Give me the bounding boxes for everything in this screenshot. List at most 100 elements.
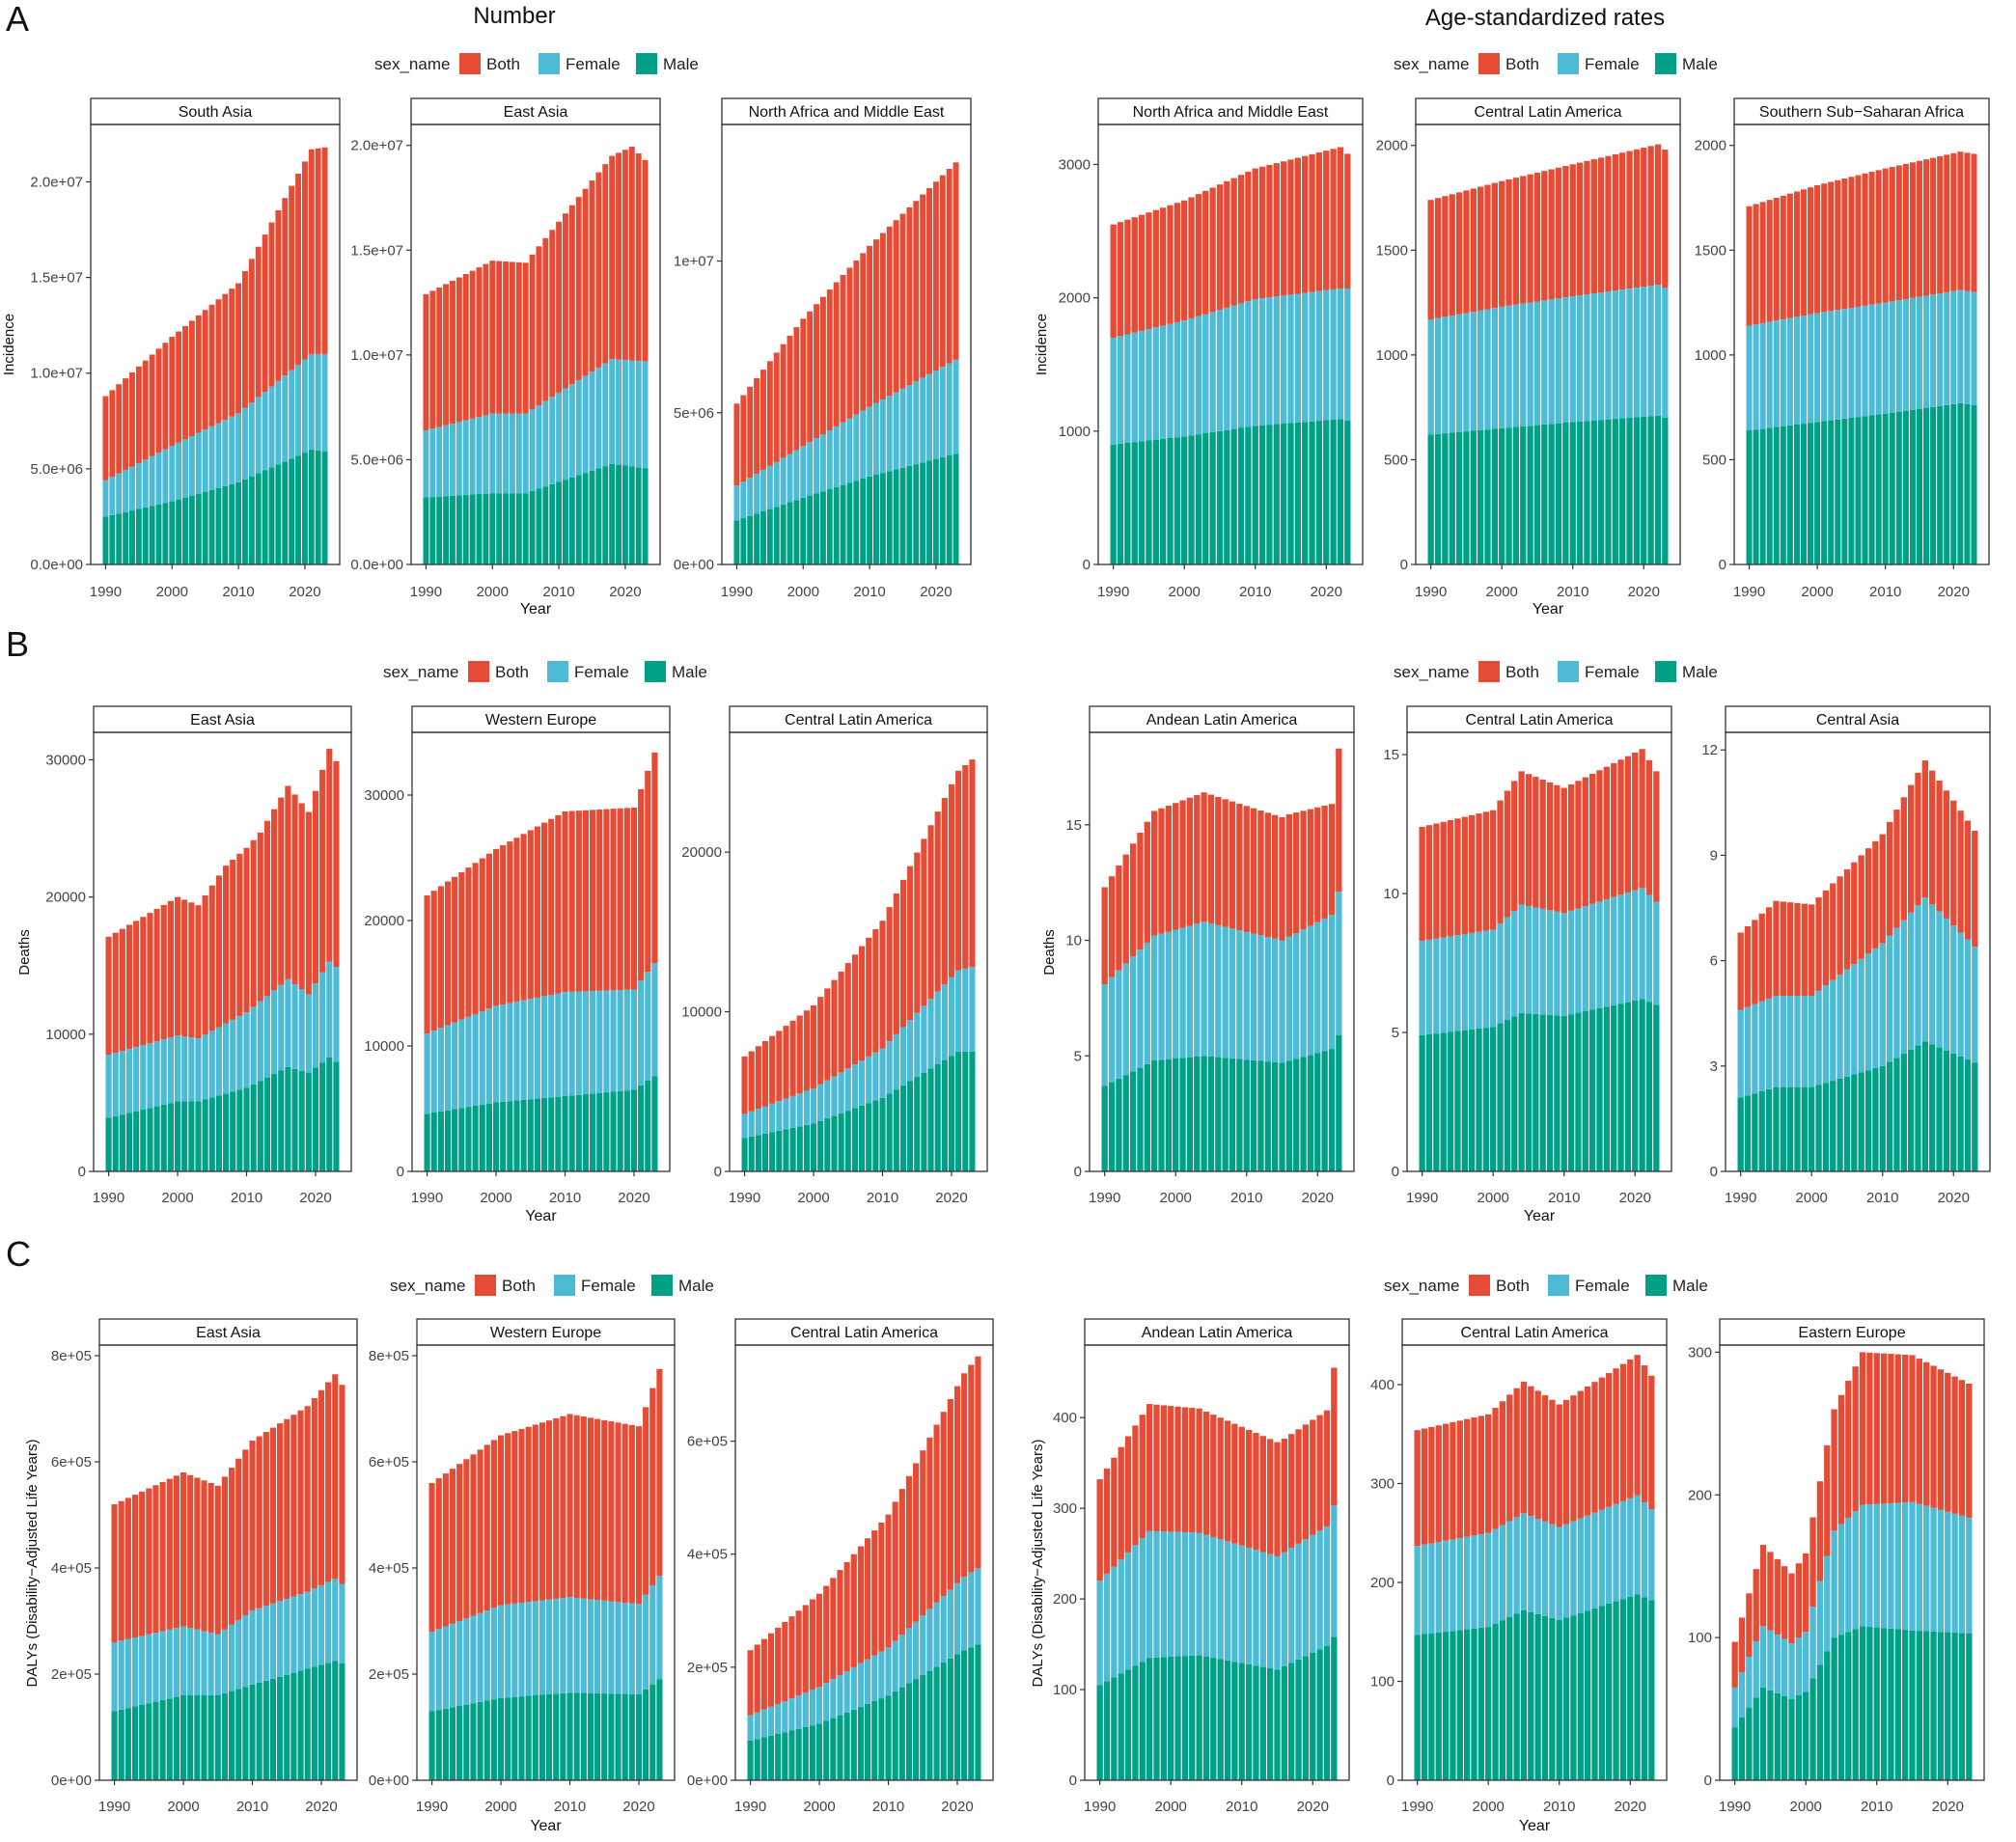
bar-female-1996 [1144, 942, 1150, 1064]
y-tick-label: 20000 [364, 913, 404, 929]
x-axis-title: Year [520, 601, 552, 618]
bar-both-2011 [1245, 1429, 1253, 1549]
bar-both-2018 [298, 803, 305, 990]
bar-male-2023 [339, 1663, 345, 1780]
bar-female-2000 [174, 1035, 181, 1102]
bar-male-2001 [1179, 1058, 1186, 1171]
bar-both-2008 [1546, 782, 1554, 911]
bar-male-1990 [1737, 1097, 1744, 1171]
bar-male-2018 [609, 463, 616, 564]
bar-both-2022 [635, 152, 642, 361]
bar-male-2000 [815, 1723, 823, 1780]
bar-male-2019 [1943, 1050, 1950, 1171]
bar-female-2021 [1957, 932, 1964, 1057]
legend-key-male [636, 53, 657, 74]
bar-both-1998 [483, 1444, 490, 1610]
bar-female-1997 [1793, 316, 1800, 425]
bar-both-2020 [1310, 1419, 1316, 1535]
bar-both-1996 [1456, 1420, 1463, 1539]
bar-male-1995 [782, 1732, 788, 1780]
bar-female-2016 [285, 978, 291, 1067]
bar-female-1993 [444, 1025, 452, 1111]
facet-title: Central Latin America [790, 1325, 938, 1341]
bar-male-1996 [1139, 1662, 1146, 1780]
bar-both-1999 [490, 1440, 497, 1608]
legend-label-female: Female [581, 1277, 636, 1295]
bar-male-2015 [1591, 1608, 1598, 1780]
bar-male-2010 [1882, 413, 1889, 564]
bar-male-1999 [1808, 423, 1814, 564]
bar-female-2000 [1814, 313, 1821, 423]
bars [105, 749, 340, 1172]
legend-A-number: sex_name Both Female Male [374, 53, 699, 74]
bar-male-2015 [1605, 419, 1612, 564]
bar-both-2001 [1497, 800, 1504, 923]
bar-both-2003 [1202, 190, 1209, 315]
bar-female-2009 [1236, 930, 1243, 1059]
bar-both-2009 [872, 929, 879, 1053]
bar-both-2020 [1950, 800, 1957, 926]
bar-male-2020 [635, 1693, 643, 1780]
bar-female-2004 [525, 1602, 532, 1696]
bar-female-2000 [1809, 996, 1815, 1087]
bar-both-2008 [1555, 167, 1562, 299]
bar-female-1999 [1795, 1637, 1803, 1696]
bar-female-2018 [1613, 1503, 1619, 1602]
bar-male-1996 [1780, 1086, 1786, 1171]
bar-female-2010 [1569, 296, 1576, 423]
bar-male-2008 [548, 1097, 555, 1171]
bar-female-2002 [830, 1679, 837, 1718]
bar-both-2012 [893, 893, 899, 1034]
bar-both-2018 [289, 185, 295, 371]
bar-male-2017 [1606, 1603, 1613, 1780]
bar-male-1994 [775, 1733, 782, 1780]
bar-female-2021 [1639, 888, 1645, 1000]
bar-female-2023 [1662, 288, 1669, 418]
bar-female-2023 [1344, 288, 1351, 421]
panel-A-num-1: South Asia0.0e+005.0e+061.0e+071.5e+072.… [30, 97, 341, 600]
bar-male-2015 [920, 1674, 926, 1780]
bar-both-2022 [1641, 1365, 1648, 1502]
bar-both-1994 [1138, 214, 1146, 331]
bar-both-2007 [1222, 799, 1229, 927]
bar-male-2003 [1189, 1655, 1196, 1780]
bar-both-2000 [1485, 1414, 1492, 1533]
bar-female-2007 [536, 404, 542, 489]
bar-male-2017 [913, 464, 920, 564]
bar-male-2022 [1323, 1645, 1331, 1780]
bar-both-2013 [1894, 1354, 1901, 1503]
bar-male-2004 [515, 493, 522, 564]
bar-female-2018 [1930, 1507, 1937, 1632]
bar-male-2019 [623, 1090, 630, 1171]
bar-both-2014 [594, 1418, 601, 1601]
bar-male-2002 [830, 1718, 837, 1780]
bar-both-2021 [319, 769, 326, 973]
bar-both-2020 [1641, 148, 1647, 288]
bar-female-2011 [568, 991, 575, 1096]
bar-female-2021 [308, 353, 315, 451]
bar-both-1990 [105, 936, 112, 1056]
bar-both-2018 [920, 194, 926, 378]
bar-male-2005 [1843, 1076, 1851, 1171]
bar-both-2013 [899, 879, 907, 1028]
bar-male-1995 [1137, 1067, 1144, 1171]
bar-both-2010 [243, 847, 250, 1013]
bar-female-2011 [563, 388, 568, 481]
bar-both-2019 [1302, 1424, 1310, 1540]
bar-female-1991 [1744, 1006, 1752, 1096]
x-tick-label: 2000 [1796, 1190, 1828, 1206]
bar-female-2012 [1257, 935, 1264, 1061]
bar-male-2007 [1222, 1058, 1229, 1171]
bar-male-1990 [1731, 1727, 1738, 1780]
bar-both-2008 [1868, 172, 1875, 305]
bar-both-2015 [899, 213, 906, 389]
bar-male-2022 [1645, 1002, 1653, 1171]
bar-male-2018 [298, 1070, 305, 1171]
bar-female-1992 [116, 473, 123, 514]
bar-male-2021 [1957, 402, 1964, 564]
bar-female-2003 [1824, 1555, 1831, 1652]
bar-male-1995 [776, 1130, 783, 1171]
bar-male-2023 [975, 1644, 981, 1780]
bar-female-2011 [1245, 1548, 1253, 1664]
bar-female-1990 [423, 430, 429, 498]
